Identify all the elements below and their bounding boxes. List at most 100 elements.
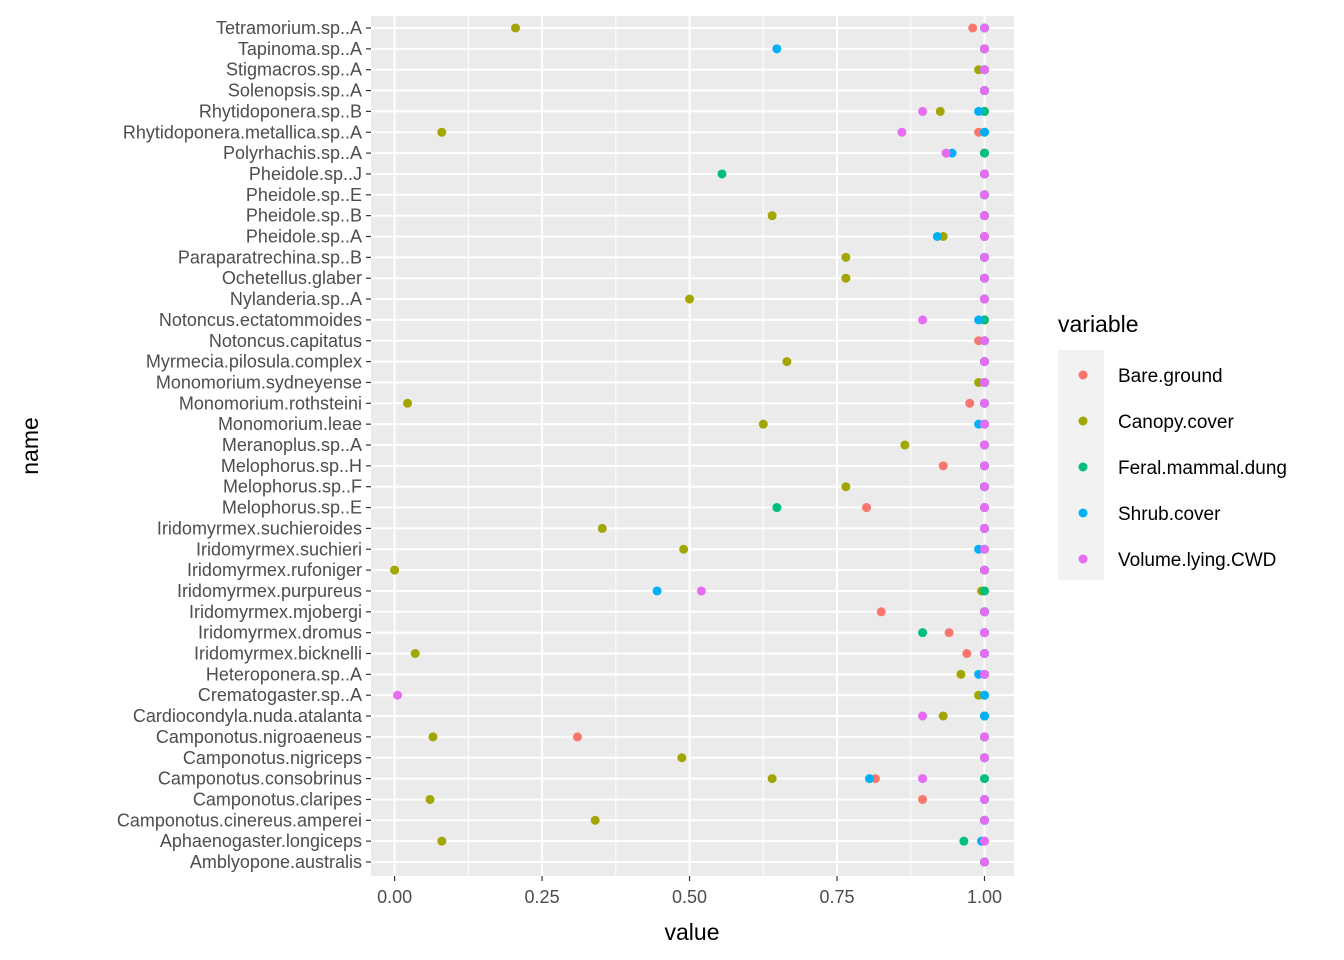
point-volume-lying-cwd bbox=[941, 148, 951, 158]
point-canopy-cover bbox=[767, 211, 777, 221]
legend-key bbox=[1078, 508, 1088, 518]
y-tick-label: Camponotus.claripes bbox=[193, 789, 362, 809]
y-tick-label: Pheidole.sp..B bbox=[246, 206, 362, 226]
y-tick-label: Iridomyrmex.rufoniger bbox=[187, 560, 362, 580]
x-axis-title: value bbox=[665, 919, 720, 945]
point-canopy-cover bbox=[758, 419, 768, 429]
y-tick-label: Heteroponera.sp..A bbox=[206, 664, 362, 684]
point-canopy-cover bbox=[410, 649, 420, 658]
point-canopy-cover bbox=[900, 440, 910, 450]
point-volume-lying-cwd bbox=[980, 440, 990, 450]
x-tick-label: 1.00 bbox=[967, 887, 1002, 907]
point-volume-lying-cwd bbox=[980, 86, 990, 96]
y-tick-label: Cardiocondyla.nuda.atalanta bbox=[133, 706, 363, 726]
y-tick-label: Pheidole.sp..J bbox=[249, 164, 362, 184]
y-tick-label: Iridomyrmex.suchieroides bbox=[157, 518, 362, 538]
x-tick-label: 0.75 bbox=[820, 887, 855, 907]
point-bare-ground bbox=[876, 607, 886, 617]
point-canopy-cover bbox=[428, 732, 438, 742]
y-tick-label: Stigmacros.sp..A bbox=[226, 60, 362, 80]
legend-label: Volume.lying.CWD bbox=[1118, 550, 1276, 571]
point-volume-lying-cwd bbox=[980, 232, 990, 241]
x-axis: 0.00 0.25 0.50 0.75 1.00 bbox=[377, 876, 1002, 907]
y-tick-label: Tapinoma.sp..A bbox=[238, 39, 362, 59]
legend-key bbox=[1078, 554, 1088, 564]
point-bare-ground bbox=[572, 732, 582, 742]
point-canopy-cover bbox=[590, 815, 600, 825]
point-volume-lying-cwd bbox=[918, 711, 928, 721]
legend-label: Canopy.cover bbox=[1118, 412, 1234, 433]
y-axis-title: name bbox=[17, 417, 43, 475]
point-shrub-cover bbox=[980, 711, 990, 721]
point-canopy-cover bbox=[437, 836, 447, 846]
y-tick-label: Solenopsis.sp..A bbox=[228, 81, 362, 101]
point-canopy-cover bbox=[767, 774, 777, 784]
point-shrub-cover bbox=[980, 127, 990, 137]
point-volume-lying-cwd bbox=[980, 649, 990, 658]
y-tick-label: Notoncus.capitatus bbox=[209, 331, 362, 351]
point-volume-lying-cwd bbox=[980, 732, 990, 742]
point-bare-ground bbox=[965, 398, 975, 408]
point-feral-mammal-dung bbox=[980, 586, 990, 596]
legend-label: Feral.mammal.dung bbox=[1118, 458, 1287, 479]
y-axis: Tetramorium.sp..ATapinoma.sp..AStigmacro… bbox=[117, 18, 371, 872]
point-canopy-cover bbox=[390, 565, 400, 575]
point-volume-lying-cwd bbox=[393, 690, 403, 700]
point-volume-lying-cwd bbox=[696, 586, 706, 596]
point-volume-lying-cwd bbox=[980, 419, 990, 429]
point-shrub-cover bbox=[932, 232, 942, 241]
point-volume-lying-cwd bbox=[980, 628, 990, 638]
y-tick-label: Meranoplus.sp..A bbox=[222, 435, 362, 455]
point-volume-lying-cwd bbox=[980, 544, 990, 554]
point-canopy-cover bbox=[425, 794, 435, 804]
point-bare-ground bbox=[862, 503, 872, 513]
grid-lines bbox=[371, 16, 1014, 876]
point-volume-lying-cwd bbox=[980, 815, 990, 825]
point-bare-ground bbox=[938, 461, 948, 471]
point-volume-lying-cwd bbox=[980, 482, 990, 492]
y-tick-label: Crematogaster.sp..A bbox=[198, 685, 362, 705]
point-canopy-cover bbox=[841, 252, 851, 262]
legend: variable Bare.ground Canopy.cover Feral.ma… bbox=[1058, 311, 1287, 580]
point-volume-lying-cwd bbox=[980, 357, 990, 367]
point-shrub-cover bbox=[864, 774, 874, 784]
point-canopy-cover bbox=[511, 23, 521, 33]
y-tick-label: Melophorus.sp..E bbox=[222, 498, 362, 518]
y-tick-label: Rhytidoponera.metallica.sp..A bbox=[123, 122, 362, 142]
point-canopy-cover bbox=[782, 357, 792, 367]
y-tick-label: Nylanderia.sp..A bbox=[230, 289, 362, 309]
point-canopy-cover bbox=[679, 544, 689, 554]
point-volume-lying-cwd bbox=[980, 65, 990, 75]
y-tick-label: Notoncus.ectatommoides bbox=[159, 310, 362, 330]
y-tick-label: Camponotus.consobrinus bbox=[158, 769, 362, 789]
point-canopy-cover bbox=[597, 523, 607, 533]
point-volume-lying-cwd bbox=[980, 23, 990, 33]
data-points bbox=[390, 23, 990, 867]
legend-label: Shrub.cover bbox=[1118, 504, 1221, 525]
point-feral-mammal-dung bbox=[959, 836, 969, 846]
point-volume-lying-cwd bbox=[980, 461, 990, 471]
y-tick-label: Camponotus.cinereus.amperei bbox=[117, 810, 362, 830]
point-feral-mammal-dung bbox=[980, 774, 990, 784]
x-tick-label: 0.00 bbox=[377, 887, 412, 907]
point-volume-lying-cwd bbox=[980, 211, 990, 221]
y-tick-label: Camponotus.nigroaeneus bbox=[156, 727, 362, 747]
point-bare-ground bbox=[918, 794, 928, 804]
y-tick-label: Melophorus.sp..H bbox=[221, 456, 362, 476]
y-tick-label: Tetramorium.sp..A bbox=[216, 18, 362, 38]
point-volume-lying-cwd bbox=[980, 44, 990, 54]
point-volume-lying-cwd bbox=[980, 252, 990, 262]
legend-label: Bare.ground bbox=[1118, 366, 1223, 387]
point-canopy-cover bbox=[403, 398, 413, 408]
y-tick-label: Iridomyrmex.bicknelli bbox=[194, 644, 362, 664]
y-tick-label: Iridomyrmex.purpureus bbox=[177, 581, 362, 601]
point-volume-lying-cwd bbox=[918, 774, 928, 784]
point-canopy-cover bbox=[841, 482, 851, 492]
point-volume-lying-cwd bbox=[980, 523, 990, 533]
legend-key bbox=[1078, 370, 1088, 380]
legend-key bbox=[1078, 462, 1088, 472]
point-volume-lying-cwd bbox=[980, 503, 990, 513]
point-volume-lying-cwd bbox=[980, 273, 990, 283]
point-volume-lying-cwd bbox=[980, 565, 990, 575]
point-shrub-cover bbox=[652, 586, 662, 596]
